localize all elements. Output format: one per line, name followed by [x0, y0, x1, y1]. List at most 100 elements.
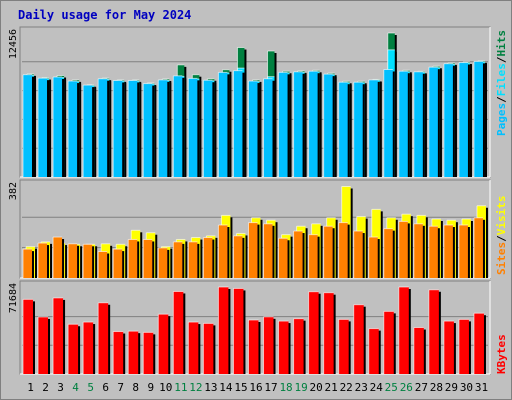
x-tick-label-16: 16: [249, 381, 262, 394]
bar-pages-day-14: [217, 71, 230, 177]
bar-pages-day-15-face: [233, 70, 243, 177]
panel-top: 12456: [8, 26, 491, 178]
bar-pages-day-14-face: [218, 72, 228, 177]
x-tick-label-17: 17: [264, 381, 277, 394]
x-tick-label-14: 14: [219, 381, 233, 394]
x-tick-label-10: 10: [159, 381, 172, 394]
x-tick-label-11: 11: [174, 381, 187, 394]
x-tick-label-30: 30: [460, 381, 473, 394]
bar-sites-day-21: [323, 225, 335, 278]
x-tick-label-22: 22: [340, 381, 353, 394]
bar-kbytes-day-11-face: [173, 291, 184, 374]
x-tick-label-31: 31: [475, 381, 488, 394]
bar-sites-day-28-face: [428, 226, 438, 278]
bar-sites-day-22: [338, 222, 350, 278]
bar-pages-day-12-face: [188, 78, 198, 177]
bar-kbytes-day-30-face: [458, 319, 469, 374]
x-tick-label-8: 8: [132, 381, 139, 394]
bar-kbytes-day-4-face: [68, 324, 79, 374]
bar-pages-day-2: [37, 77, 50, 177]
bar-pages-day-3: [52, 76, 65, 177]
bar-kbytes-day-18: [278, 320, 291, 374]
bar-kbytes-day-8: [127, 330, 141, 374]
bar-sites-day-10: [157, 247, 170, 278]
bar-kbytes-day-24: [368, 328, 381, 374]
x-tick-label-5: 5: [87, 381, 94, 394]
x-tick-label-26: 26: [400, 381, 413, 394]
x-tick-label-23: 23: [355, 381, 368, 394]
bar-sites-day-1: [22, 248, 34, 278]
x-tick-label-13: 13: [204, 381, 217, 394]
bar-pages-day-15: [232, 70, 245, 177]
x-tick-label-19: 19: [294, 381, 307, 394]
bar-pages-day-21-face: [323, 74, 333, 177]
bar-sites-day-30-face: [458, 225, 468, 278]
bar-kbytes-day-5-face: [83, 322, 94, 374]
bar-pages-day-24-face: [368, 79, 378, 177]
bar-kbytes-day-2-face: [38, 316, 49, 374]
bar-sites-day-19-face: [293, 231, 303, 278]
bar-sites-day-18: [278, 237, 290, 278]
bar-pages-day-10: [157, 79, 170, 177]
bar-sites-day-16-face: [248, 222, 258, 278]
legend-separator: /: [495, 235, 508, 242]
bar-pages-day-25: [383, 68, 395, 177]
bar-pages-day-16: [247, 80, 260, 177]
bar-sites-day-28: [428, 225, 440, 278]
bar-pages-day-30-face: [458, 62, 468, 177]
x-tick-label-6: 6: [102, 381, 109, 394]
bar-kbytes-day-3-face: [53, 297, 64, 374]
bar-kbytes-day-20: [308, 291, 321, 374]
bar-sites-day-21-face: [323, 226, 333, 278]
bar-sites-day-19: [293, 230, 305, 278]
bar-kbytes-day-12-face: [188, 322, 199, 374]
chart-panels: 12456 382 71684: [8, 26, 491, 375]
bar-pages-day-13: [202, 79, 215, 177]
bar-sites-day-16: [247, 222, 260, 278]
bar-sites-day-4-face: [68, 243, 78, 278]
x-axis-labels: 1 2 3 4 5 6 7 8 9 10 11 12 13 14 15 16 17 18 19 20 21 22 23 24 2…: [27, 381, 488, 394]
bar-kbytes-day-26-face: [398, 287, 409, 374]
bar-sites-day-24-face: [368, 237, 378, 278]
bar-sites-day-13: [202, 237, 215, 278]
legend-item-visits: Visits: [495, 196, 508, 236]
bar-kbytes-day-25-face: [383, 311, 394, 374]
legend-top: Pages/Files/Hits: [495, 30, 508, 136]
bar-kbytes-day-27-face: [413, 327, 424, 374]
bar-kbytes-day-21: [323, 292, 336, 374]
bar-pages-day-5-face: [83, 85, 93, 177]
bar-pages-day-28: [428, 66, 440, 177]
bar-sites-day-29-face: [443, 225, 453, 278]
bar-pages-day-8: [127, 79, 140, 177]
bar-pages-day-23-face: [353, 82, 363, 177]
bar-sites-day-25: [383, 228, 395, 278]
bar-sites-day-8: [127, 238, 140, 278]
bar-sites-day-9: [142, 238, 155, 278]
bar-pages-day-5: [82, 84, 95, 177]
bar-sites-day-30: [458, 224, 470, 278]
bar-kbytes-day-14-face: [218, 287, 229, 374]
bar-kbytes-day-5: [82, 321, 96, 374]
x-tick-label-1: 1: [27, 381, 34, 394]
bar-pages-day-12: [187, 77, 200, 177]
bar-kbytes-day-6: [97, 302, 111, 374]
bar-pages-day-1: [22, 74, 34, 177]
bar-sites-day-3: [52, 236, 65, 278]
legend-item-files: Files: [495, 63, 508, 96]
bar-kbytes-day-15: [232, 287, 246, 374]
bar-pages-day-17-face: [263, 78, 273, 177]
bar-kbytes-day-19-face: [293, 318, 304, 374]
bar-sites-day-6-face: [98, 251, 108, 278]
bar-sites-day-3-face: [53, 237, 63, 278]
x-tick-label-3: 3: [57, 381, 64, 394]
legend-separator: /: [495, 96, 508, 103]
bar-kbytes-day-1-face: [23, 299, 33, 374]
bar-pages-day-6: [97, 78, 110, 177]
bar-pages-day-10-face: [158, 79, 168, 177]
bar-pages-day-13-face: [203, 80, 213, 177]
bar-sites-day-8-face: [128, 239, 138, 278]
bar-sites-day-23-face: [353, 231, 363, 278]
bar-kbytes-day-22: [338, 318, 351, 374]
bar-kbytes-day-3: [52, 297, 66, 374]
